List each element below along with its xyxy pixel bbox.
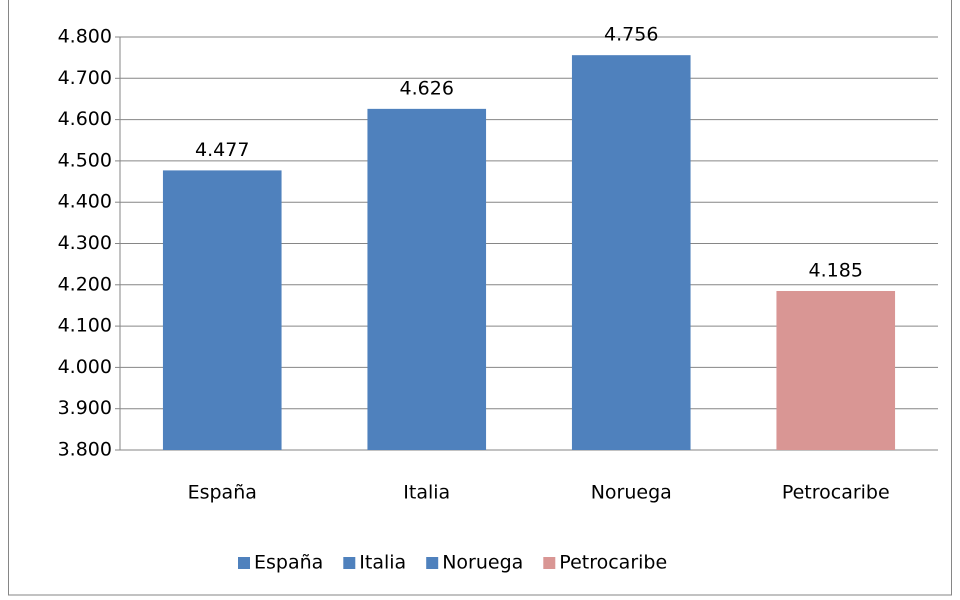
x-tick-label: Petrocaribe (782, 482, 890, 504)
y-tick-label: 4.600 (58, 108, 112, 130)
legend-label: España (254, 552, 323, 574)
y-tick-label: 3.800 (58, 439, 112, 461)
data-label: 4.477 (195, 139, 249, 161)
data-label: 4.626 (400, 77, 454, 99)
x-tick-label: Italia (403, 482, 450, 504)
y-tick-label: 3.900 (58, 397, 112, 419)
bar (162, 170, 282, 451)
y-tick-label: 4.800 (58, 26, 112, 48)
y-tick-label: 4.000 (58, 356, 112, 378)
x-tick-label: Noruega (591, 482, 672, 504)
y-tick-label: 4.400 (58, 191, 112, 213)
legend-label: Noruega (442, 552, 523, 574)
data-label: 4.756 (604, 24, 658, 46)
bar (367, 108, 487, 450)
y-tick-label: 4.500 (58, 149, 112, 171)
legend-swatch (238, 557, 250, 569)
legend-label: Petrocaribe (559, 552, 667, 574)
y-tick-label: 4.300 (58, 232, 112, 254)
legend-label: Italia (359, 552, 406, 574)
bar (776, 290, 896, 450)
data-label: 4.185 (809, 259, 863, 281)
bar (571, 55, 691, 451)
x-tick-label: España (188, 482, 257, 504)
y-tick-label: 4.100 (58, 315, 112, 337)
y-tick-label: 4.700 (58, 67, 112, 89)
legend-swatch (426, 557, 439, 569)
legend-swatch (343, 557, 356, 569)
y-tick-label: 4.200 (58, 273, 112, 295)
legend-swatch (543, 557, 556, 569)
